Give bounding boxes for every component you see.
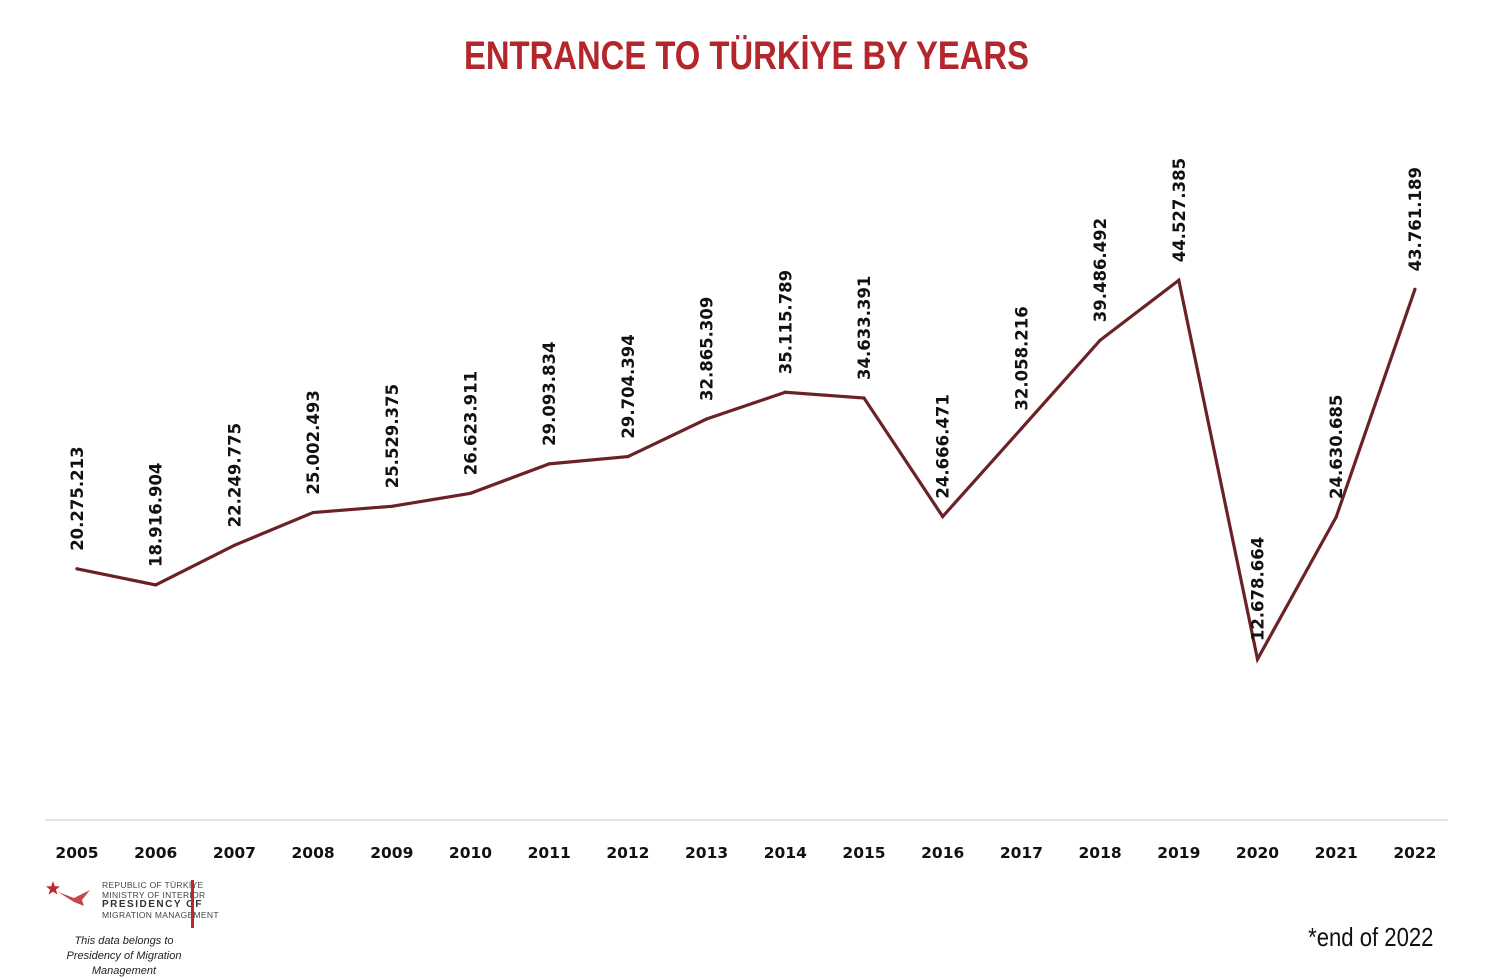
x-tick-label-2012: 2012	[606, 844, 649, 862]
data-point-2019	[1177, 278, 1181, 282]
data-label-2013: 32.865.309	[698, 297, 717, 401]
data-point-2011	[547, 462, 551, 466]
x-tick-label-2018: 2018	[1079, 844, 1122, 862]
data-label-2006: 18.916.904	[147, 463, 166, 567]
logo-divider	[191, 880, 194, 928]
x-tick-label-2010: 2010	[449, 844, 492, 862]
x-tick-label-2006: 2006	[134, 844, 177, 862]
data-label-2011: 29.093.834	[540, 341, 559, 445]
logo-line-1: REPUBLIC OF TÜRKİYE	[102, 880, 204, 890]
data-point-2015	[862, 396, 866, 400]
data-label-2019: 44.527.385	[1170, 158, 1189, 262]
x-tick-label-2021: 2021	[1315, 844, 1358, 862]
data-point-2012	[626, 455, 630, 459]
x-tick-label-2017: 2017	[1000, 844, 1043, 862]
crescent-star-logo-icon	[46, 881, 92, 922]
x-tick-label-2013: 2013	[685, 844, 728, 862]
ministry-logo: REPUBLIC OF TÜRKİYE MINISTRY OF INTERIOR…	[44, 878, 219, 977]
x-tick-label-2020: 2020	[1236, 844, 1279, 862]
data-label-2008: 25.002.493	[304, 390, 323, 494]
data-point-2010	[468, 491, 473, 495]
logo-text: REPUBLIC OF TÜRKİYE MINISTRY OF INTERIOR…	[102, 880, 219, 920]
data-point-2007	[232, 543, 236, 547]
data-point-2008	[311, 510, 315, 515]
data-point-2013	[705, 417, 709, 421]
data-label-2009: 25.529.375	[383, 384, 402, 488]
data-owner-note: This data belongs to Presidency of Migra…	[44, 934, 204, 979]
data-label-2016: 24.666.471	[934, 394, 953, 498]
data-point-2021	[1334, 515, 1338, 519]
x-tick-label-2011: 2011	[528, 844, 571, 862]
x-tick-label-2019: 2019	[1157, 844, 1200, 862]
logo-line-2: MINISTRY OF INTERIOR	[102, 890, 206, 900]
chart-title: ENTRANCE TO TÜRKİYE BY YEARS	[463, 34, 1029, 78]
data-point-2017	[1019, 427, 1024, 431]
owner-note-line-2: Presidency of Migration Management	[66, 950, 182, 977]
x-tick-label-2022: 2022	[1393, 844, 1436, 862]
data-label-2017: 32.058.216	[1012, 306, 1031, 410]
data-label-2005: 20.275.213	[68, 446, 87, 550]
logo-line-3: PRESIDENCY OF	[102, 899, 203, 910]
data-label-2014: 35.115.789	[776, 270, 795, 374]
data-label-2018: 39.486.492	[1091, 218, 1110, 322]
x-tick-label-2008: 2008	[292, 844, 335, 862]
logo-line-4: MIGRATION MANAGEMENT	[102, 910, 219, 920]
x-tick-label-2007: 2007	[213, 844, 256, 862]
x-tick-label-2015: 2015	[842, 844, 885, 862]
data-point-2020	[1255, 657, 1260, 661]
x-tick-label-2009: 2009	[370, 844, 413, 862]
footnote: *end of 2022	[1307, 922, 1433, 952]
data-label-2015: 34.633.391	[855, 276, 874, 380]
data-label-2020: 12.678.664	[1249, 537, 1268, 641]
data-label-2022: 43.761.189	[1406, 167, 1425, 271]
data-point-2005	[75, 567, 79, 571]
x-tick-label-2016: 2016	[921, 844, 964, 862]
x-tick-label-2005: 2005	[55, 844, 98, 862]
data-label-2012: 29.704.394	[619, 334, 638, 438]
data-label-2010: 26.623.911	[462, 371, 481, 475]
data-point-2018	[1098, 338, 1102, 342]
data-point-2006	[154, 583, 158, 587]
series-line	[75, 277, 1417, 664]
data-point-2016	[941, 514, 945, 519]
owner-note-line-1: This data belongs to	[74, 935, 174, 947]
data-label-2007: 22.249.775	[225, 423, 244, 527]
data-label-2021: 24.630.685	[1327, 395, 1346, 499]
data-point-2009	[390, 504, 394, 508]
data-point-2014	[783, 390, 787, 394]
data-point-2022	[1413, 287, 1417, 291]
x-tick-label-2014: 2014	[764, 844, 807, 862]
